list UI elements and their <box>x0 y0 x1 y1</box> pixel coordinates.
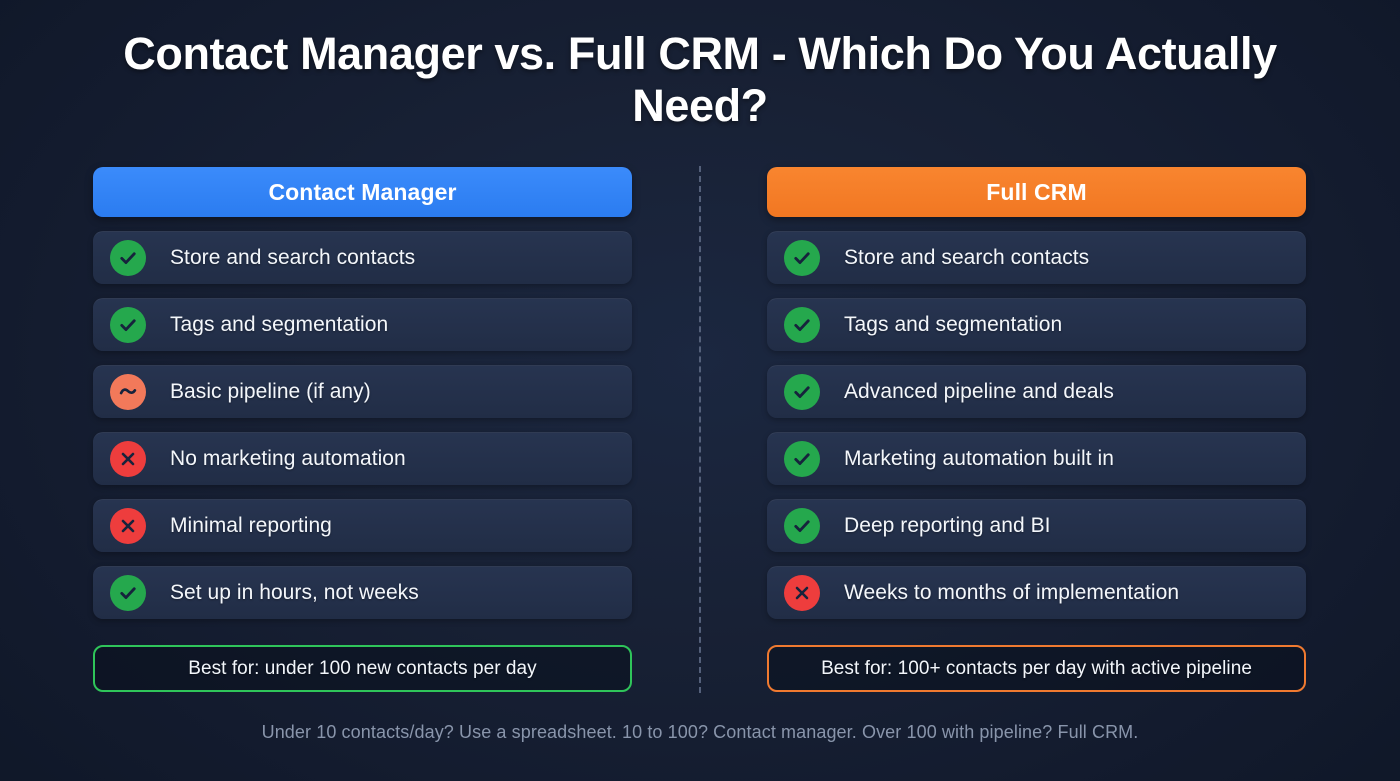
feature-row: Weeks to months of implementation <box>767 566 1306 619</box>
feature-row-label: Tags and segmentation <box>844 313 1063 336</box>
feature-row-label: Store and search contacts <box>170 246 416 269</box>
check-circle-icon <box>110 575 146 611</box>
feature-row-label: Marketing automation built in <box>844 447 1114 470</box>
check-circle-icon <box>784 374 820 410</box>
feature-list-contact-manager: Store and search contacts Tags and segmen… <box>93 231 632 619</box>
feature-row: Minimal reporting <box>93 499 632 552</box>
feature-row: Tags and segmentation <box>767 298 1306 351</box>
check-circle-icon <box>110 240 146 276</box>
best-for-box-contact-manager: Best for: under 100 new contacts per day <box>93 645 632 692</box>
feature-row: Tags and segmentation <box>93 298 632 351</box>
column-divider <box>699 166 701 693</box>
page-title: Contact Manager vs. Full CRM - Which Do … <box>123 28 1277 131</box>
column-header-full-crm: Full CRM <box>767 167 1306 217</box>
cross-circle-icon <box>784 575 820 611</box>
feature-list-full-crm: Store and search contacts Tags and segmen… <box>767 231 1306 619</box>
cross-circle-icon <box>110 508 146 544</box>
column-header-contact-manager: Contact Manager <box>93 167 632 217</box>
feature-row: Advanced pipeline and deals <box>767 365 1306 418</box>
check-circle-icon <box>784 441 820 477</box>
feature-row-label: No marketing automation <box>170 447 406 470</box>
feature-row: Store and search contacts <box>93 231 632 284</box>
feature-row: Deep reporting and BI <box>767 499 1306 552</box>
feature-row-label: Deep reporting and BI <box>844 514 1051 537</box>
cross-circle-icon <box>110 441 146 477</box>
check-circle-icon <box>784 307 820 343</box>
best-for-box-full-crm: Best for: 100+ contacts per day with act… <box>767 645 1306 692</box>
feature-row-label: Advanced pipeline and deals <box>844 380 1114 403</box>
feature-row: Basic pipeline (if any) <box>93 365 632 418</box>
feature-row: No marketing automation <box>93 432 632 485</box>
feature-row: Marketing automation built in <box>767 432 1306 485</box>
feature-row-label: Basic pipeline (if any) <box>170 380 371 403</box>
comparison-column-contact-manager: Contact Manager Store and search contact… <box>93 167 632 692</box>
feature-row-label: Tags and segmentation <box>170 313 389 336</box>
feature-row: Set up in hours, not weeks <box>93 566 632 619</box>
feature-row-label: Set up in hours, not weeks <box>170 581 419 604</box>
check-circle-icon <box>110 307 146 343</box>
footer-caption: Under 10 contacts/day? Use a spreadsheet… <box>261 722 1139 742</box>
feature-row-label: Minimal reporting <box>170 514 332 537</box>
comparison-column-full-crm: Full CRM Store and search contacts Tags a… <box>767 167 1306 692</box>
check-circle-icon <box>784 240 820 276</box>
tilde-circle-icon <box>110 374 146 410</box>
feature-row-label: Weeks to months of implementation <box>844 581 1180 604</box>
feature-row: Store and search contacts <box>767 231 1306 284</box>
feature-row-label: Store and search contacts <box>844 246 1090 269</box>
check-circle-icon <box>784 508 820 544</box>
